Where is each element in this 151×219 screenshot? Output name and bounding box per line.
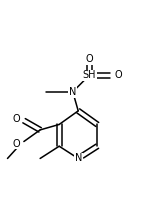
- Text: N: N: [75, 154, 82, 163]
- Text: O: O: [85, 54, 93, 64]
- Text: O: O: [12, 114, 20, 124]
- Text: O: O: [115, 71, 123, 81]
- Text: SH: SH: [82, 71, 96, 81]
- Text: N: N: [69, 87, 76, 97]
- Text: O: O: [12, 138, 20, 148]
